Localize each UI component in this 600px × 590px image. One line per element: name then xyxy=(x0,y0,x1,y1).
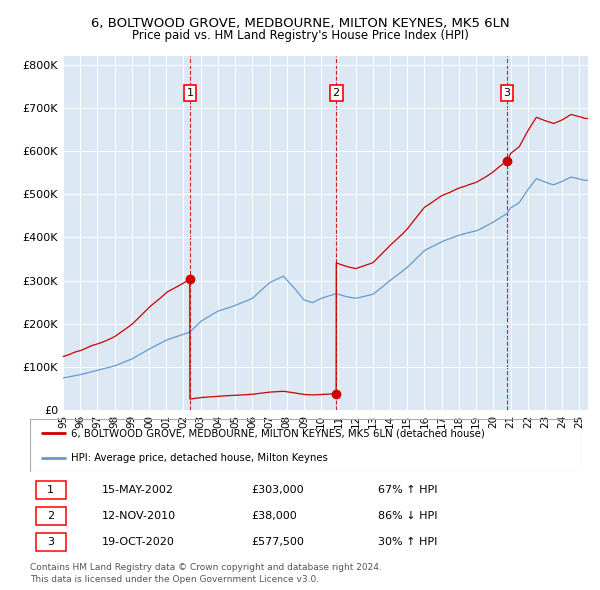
FancyBboxPatch shape xyxy=(35,481,66,499)
Text: 1: 1 xyxy=(187,88,193,98)
Text: This data is licensed under the Open Government Licence v3.0.: This data is licensed under the Open Gov… xyxy=(30,575,319,584)
FancyBboxPatch shape xyxy=(35,533,66,550)
Text: 3: 3 xyxy=(503,88,511,98)
Text: 30% ↑ HPI: 30% ↑ HPI xyxy=(378,537,437,546)
Text: 19-OCT-2020: 19-OCT-2020 xyxy=(102,537,175,546)
Text: 86% ↓ HPI: 86% ↓ HPI xyxy=(378,511,437,520)
Text: £577,500: £577,500 xyxy=(251,537,304,546)
Text: 2: 2 xyxy=(47,511,54,520)
Text: £38,000: £38,000 xyxy=(251,511,296,520)
Text: £303,000: £303,000 xyxy=(251,485,304,494)
Text: Price paid vs. HM Land Registry's House Price Index (HPI): Price paid vs. HM Land Registry's House … xyxy=(131,29,469,42)
Text: 6, BOLTWOOD GROVE, MEDBOURNE, MILTON KEYNES, MK5 6LN (detached house): 6, BOLTWOOD GROVE, MEDBOURNE, MILTON KEY… xyxy=(71,428,485,438)
Text: 2: 2 xyxy=(332,88,340,98)
Text: HPI: Average price, detached house, Milton Keynes: HPI: Average price, detached house, Milt… xyxy=(71,453,328,463)
Text: Contains HM Land Registry data © Crown copyright and database right 2024.: Contains HM Land Registry data © Crown c… xyxy=(30,563,382,572)
Text: 67% ↑ HPI: 67% ↑ HPI xyxy=(378,485,437,494)
FancyBboxPatch shape xyxy=(35,507,66,525)
Text: 15-MAY-2002: 15-MAY-2002 xyxy=(102,485,174,494)
Text: 1: 1 xyxy=(47,485,54,494)
Text: 3: 3 xyxy=(47,537,54,546)
Text: 12-NOV-2010: 12-NOV-2010 xyxy=(102,511,176,520)
Text: 6, BOLTWOOD GROVE, MEDBOURNE, MILTON KEYNES, MK5 6LN: 6, BOLTWOOD GROVE, MEDBOURNE, MILTON KEY… xyxy=(91,17,509,30)
